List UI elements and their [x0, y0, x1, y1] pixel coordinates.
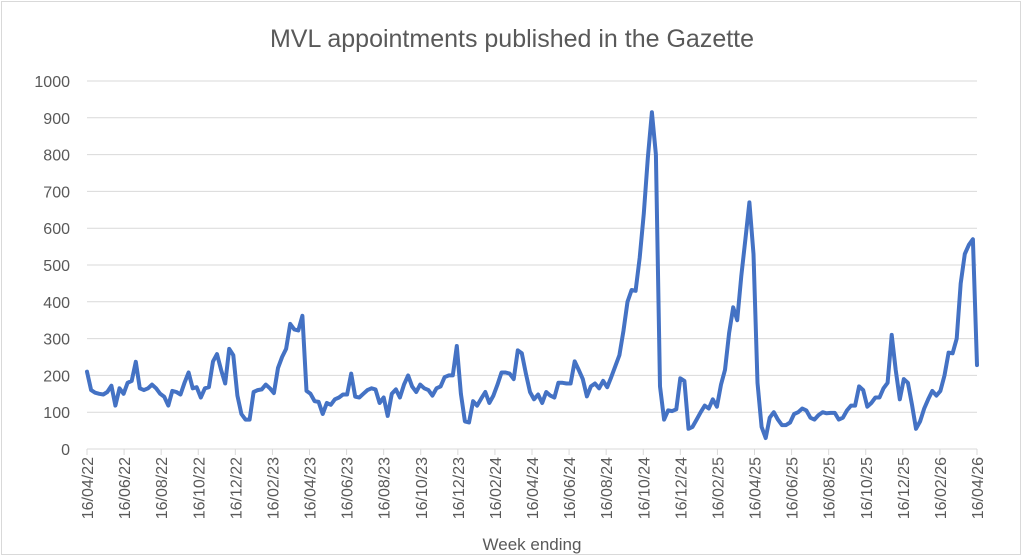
y-tick-label: 600	[43, 221, 70, 238]
x-tick-label: 16/08/25	[822, 457, 839, 519]
x-tick-label: 16/04/25	[748, 457, 765, 519]
chart-title: MVL appointments published in the Gazett…	[270, 25, 754, 53]
x-tick-label: 16/02/26	[933, 457, 950, 519]
x-tick-label: 16/10/22	[191, 457, 208, 519]
x-tick-label: 16/08/23	[377, 457, 394, 519]
x-tick-label: 16/02/23	[265, 457, 282, 519]
x-tick-label: 16/06/25	[785, 457, 802, 519]
y-tick-label: 500	[43, 258, 70, 275]
x-tick-label: 16/10/25	[859, 457, 876, 519]
x-tick-label: 16/08/22	[154, 457, 171, 519]
x-tick-label: 16/04/26	[970, 457, 987, 519]
x-tick-label: 16/12/23	[451, 457, 468, 519]
x-tick-label: 16/02/25	[710, 457, 727, 519]
x-tick-label: 16/02/24	[488, 457, 505, 519]
x-tick-label: 16/12/25	[896, 457, 913, 519]
series-line	[85, 110, 979, 440]
y-tick-label: 0	[61, 442, 70, 459]
y-tick-label: 1000	[34, 74, 70, 91]
y-tick-label: 100	[43, 405, 70, 422]
x-tick-label: 16/10/24	[636, 457, 653, 519]
y-tick-label: 900	[43, 111, 70, 128]
x-tick-label: 16/06/23	[340, 457, 357, 519]
x-tick-label: 16/04/22	[80, 457, 97, 519]
y-tick-label: 300	[43, 332, 70, 349]
x-tick-label: 16/12/24	[673, 457, 690, 519]
x-tick-label: 16/12/22	[228, 457, 245, 519]
x-tick-label: 16/08/24	[599, 457, 616, 519]
y-tick-label: 200	[43, 368, 70, 385]
x-tick-label: 16/06/22	[117, 457, 134, 519]
y-tick-label: 800	[43, 148, 70, 165]
y-tick-label: 400	[43, 295, 70, 312]
x-tick-label: 16/04/23	[303, 457, 320, 519]
y-tick-label: 700	[43, 184, 70, 201]
x-tick-label: 16/06/24	[562, 457, 579, 519]
x-axis-title: Week ending	[483, 535, 582, 554]
x-tick-label: 16/10/23	[414, 457, 431, 519]
x-tick-label: 16/04/24	[525, 457, 542, 519]
